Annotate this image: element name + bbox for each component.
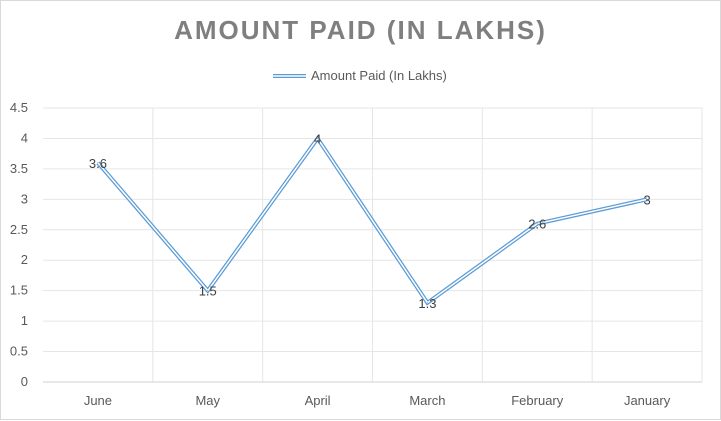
legend: Amount Paid (In Lakhs): [273, 68, 447, 83]
data-label: 1.3: [418, 296, 436, 311]
data-label: 1.5: [199, 284, 217, 299]
y-tick-label: 3.5: [10, 161, 28, 176]
x-tick-label: June: [84, 393, 112, 408]
x-tick-label: May: [195, 393, 220, 408]
y-tick-label: 1: [21, 313, 28, 328]
data-label: 2.6: [528, 217, 546, 232]
data-labels: 3.6 1.5 4 1.3 2.6 3: [89, 131, 651, 310]
y-tick-label: 3: [21, 191, 28, 206]
x-tick-label: April: [305, 393, 331, 408]
y-tick-label: 4.5: [10, 100, 28, 115]
y-tick-label: 4: [21, 130, 28, 145]
data-point: [426, 302, 428, 304]
data-point: [97, 162, 99, 164]
data-point: [536, 223, 538, 225]
data-label: 4: [314, 131, 321, 146]
x-tick-label: March: [409, 393, 445, 408]
y-tick-label: 1.5: [10, 283, 28, 298]
x-tick-label: January: [624, 393, 671, 408]
series-line-inner: [97, 137, 648, 304]
data-point: [646, 198, 648, 200]
grid-lines: [43, 107, 703, 382]
legend-label: Amount Paid (In Lakhs): [311, 68, 447, 83]
data-point: [207, 290, 209, 292]
data-point: [317, 137, 319, 139]
y-tick-label: 0.5: [10, 344, 28, 359]
series-layer: [96, 134, 648, 306]
tick-labels: 0 0.5 1 1.5 2 2.5 3 3.5 4 4.5 June May April March Feb…: [10, 100, 671, 408]
y-tick-label: 0: [21, 374, 28, 389]
y-tick-label: 2: [21, 252, 28, 267]
x-tick-label: February: [511, 393, 564, 408]
data-label: 3.6: [89, 156, 107, 171]
y-tick-label: 2.5: [10, 222, 28, 237]
chart-title: AMOUNT PAID (IN LAKHS): [174, 15, 547, 45]
data-label: 3: [643, 192, 650, 207]
